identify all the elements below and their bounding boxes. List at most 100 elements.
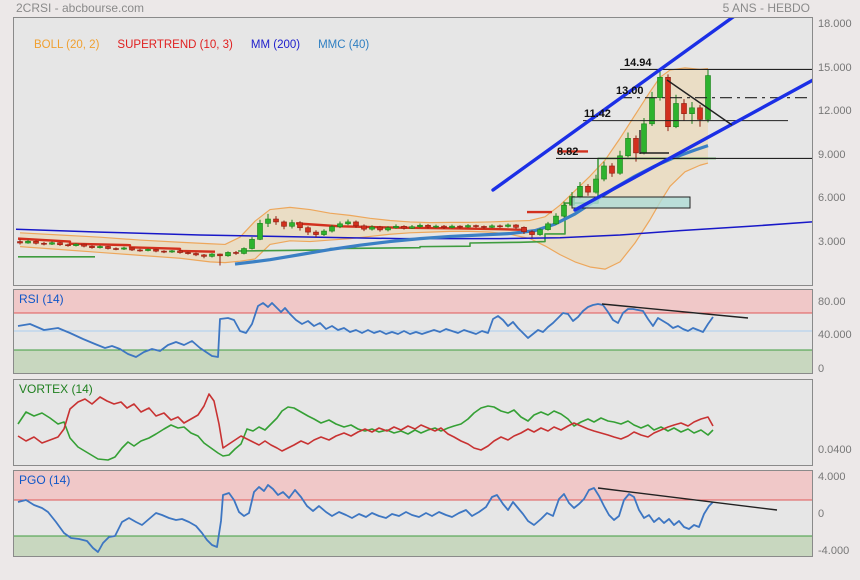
candle-body	[425, 224, 431, 228]
black-trendline[interactable]	[597, 487, 778, 511]
candle-body	[393, 225, 399, 229]
candle-body	[73, 243, 79, 246]
axis-tick-label: 40.000	[818, 329, 852, 341]
candle-body	[577, 186, 583, 197]
candle-body	[25, 240, 31, 244]
pgo-label: PGO (14)	[19, 473, 71, 487]
vortex-minus-line	[17, 393, 714, 452]
candle-body	[233, 252, 239, 254]
candle-body	[697, 107, 703, 120]
black-trendline[interactable]	[601, 303, 749, 319]
legend-item[interactable]: MMC (40)	[318, 39, 370, 51]
candle-body	[489, 225, 495, 228]
candle-body	[673, 103, 679, 128]
candle-body	[649, 97, 655, 125]
legend-item[interactable]: SUPERTREND (10, 3)	[117, 39, 233, 51]
support-zone-box[interactable]	[571, 196, 691, 209]
candle-body	[449, 225, 455, 228]
candle-body	[385, 227, 391, 231]
candle-body	[401, 225, 407, 229]
vortex-chart-canvas[interactable]	[14, 380, 812, 465]
candle-body	[497, 225, 503, 228]
rsi-chart-canvas[interactable]	[14, 290, 812, 373]
candle-body	[585, 186, 591, 193]
candle-body	[473, 225, 479, 227]
legend-item[interactable]: BOLL (20, 2)	[34, 39, 100, 51]
candle-body	[521, 226, 527, 232]
candle-body	[689, 107, 695, 114]
candle-body	[257, 223, 263, 240]
candle-body	[145, 249, 151, 251]
blue-trendline[interactable]	[491, 18, 740, 192]
candle-body	[329, 226, 335, 232]
candle-body	[249, 239, 255, 249]
candle-body	[65, 244, 71, 247]
candle-body	[281, 221, 287, 227]
vortex-panel[interactable]	[13, 379, 813, 466]
candle-body	[313, 231, 319, 235]
candle-body	[457, 225, 463, 228]
candle-body	[441, 225, 447, 228]
axis-tick-label: 4.000	[818, 471, 846, 483]
blue-trendline[interactable]	[573, 78, 812, 212]
pgo-panel[interactable]	[13, 470, 813, 557]
candle-body	[409, 226, 415, 229]
axis-tick-label: -4.000	[818, 545, 850, 557]
indicator-legend: BOLL (20, 2) SUPERTREND (10, 3) MM (200) MM…	[34, 39, 387, 51]
symbol-title: 2CRSI - abcbourse.com	[16, 1, 145, 15]
candle-body	[33, 240, 39, 244]
candle-body	[169, 250, 175, 253]
candle-body	[625, 138, 631, 157]
zone-band	[14, 536, 812, 556]
candle-body	[361, 225, 367, 230]
candle-body	[193, 253, 199, 256]
main-price-panel[interactable]: 14.94 13.00 11.42 8.82 BOLL (20, 2) SUPERTRE…	[13, 17, 813, 286]
candle-body	[209, 253, 215, 257]
candle-body	[57, 242, 63, 246]
candle-body	[89, 245, 95, 248]
candle-body	[657, 77, 663, 98]
candle-body	[609, 165, 615, 174]
bollinger-lower-line	[19, 162, 709, 270]
candle-body	[121, 247, 127, 250]
axis-tick-label: 0	[818, 363, 825, 375]
candle-body	[217, 253, 223, 257]
axis-tick-label: 3.000	[818, 235, 846, 248]
candle-body	[265, 218, 271, 224]
candle-body	[537, 229, 543, 235]
legend-item[interactable]: MM (200)	[250, 39, 301, 51]
candle-body	[225, 252, 231, 257]
bollinger-upper-line	[19, 67, 709, 246]
candle-body	[417, 224, 423, 228]
axis-tick-label: 15.000	[818, 61, 852, 74]
rsi-label: RSI (14)	[19, 292, 64, 306]
candle-body	[337, 223, 343, 228]
candle-body	[289, 222, 295, 227]
axis-tick-label: 6.000	[818, 192, 846, 205]
candle-body	[297, 222, 303, 229]
period-interval-label: 5 ANS - HEBDO	[722, 1, 810, 15]
black-drawing-line[interactable]	[666, 79, 733, 126]
candle-body	[49, 242, 55, 245]
candle-body	[305, 227, 311, 233]
candle-body	[81, 243, 87, 247]
rsi-panel[interactable]	[13, 289, 813, 374]
candle-body	[345, 221, 351, 225]
candle-body	[561, 204, 567, 217]
candle-body	[241, 248, 247, 254]
candle-body	[665, 77, 671, 128]
candle-body	[593, 178, 599, 193]
candle-body	[529, 231, 535, 235]
candle-body	[129, 247, 135, 251]
candle-body	[681, 103, 687, 114]
axis-tick-label: 80.00	[818, 296, 846, 308]
indicator-line	[17, 484, 714, 553]
pgo-chart-canvas[interactable]	[14, 471, 812, 556]
axis-tick-label: 12.000	[818, 105, 852, 118]
axis-tick-label: 0.0400	[818, 444, 852, 456]
zone-band	[14, 471, 812, 500]
candle-body	[113, 248, 119, 250]
main-chart-canvas[interactable]: 14.94 13.00 11.42 8.82	[14, 18, 812, 285]
candle-body	[105, 246, 111, 249]
